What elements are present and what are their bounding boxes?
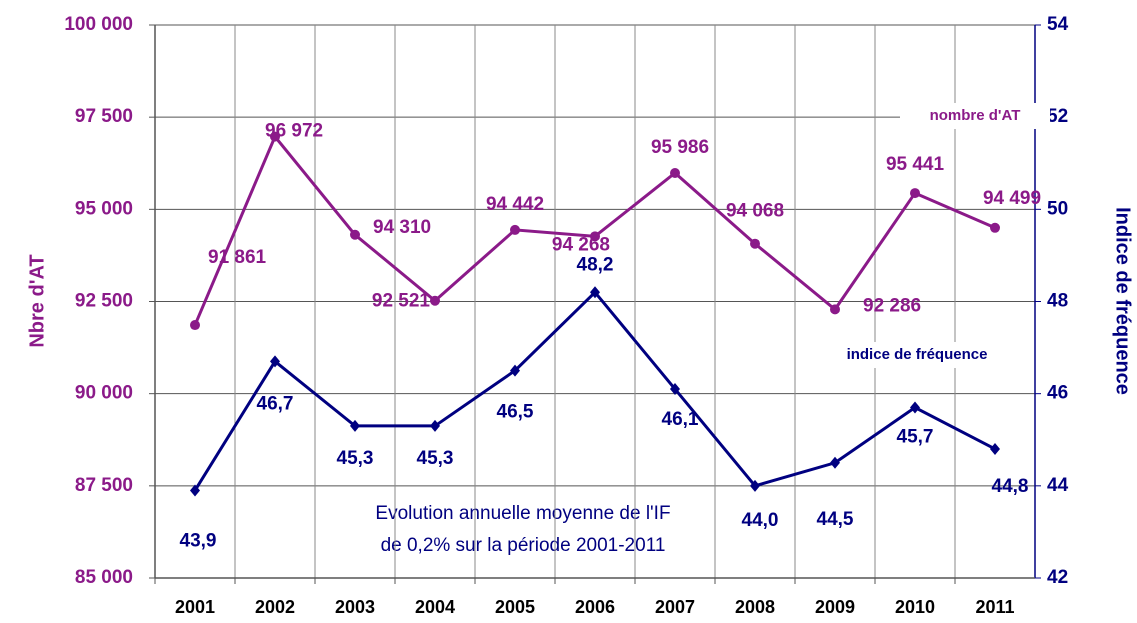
marker — [670, 383, 680, 396]
annotation: de 0,2% sur la période 2001-2011 — [381, 535, 666, 556]
marker — [510, 224, 520, 235]
marker — [990, 442, 1000, 455]
x-tick-label: 2003 — [335, 597, 375, 617]
y2-tick-label: 52 — [1047, 106, 1068, 127]
marker — [830, 304, 840, 315]
marker — [430, 295, 440, 306]
marker — [990, 222, 1000, 233]
data-label: 94 268 — [552, 234, 610, 255]
data-label: 94 310 — [373, 217, 431, 238]
y-axis-label: Nbre d'AT — [26, 254, 48, 347]
marker — [270, 131, 280, 142]
x-tick-label: 2002 — [255, 597, 295, 617]
data-label: 95 986 — [651, 137, 709, 158]
marker — [830, 456, 840, 469]
marker — [190, 484, 200, 497]
marker — [590, 286, 600, 299]
data-label: 96 972 — [265, 121, 323, 142]
series-tag-bg — [809, 342, 1025, 368]
y2-tick-label: 54 — [1047, 14, 1069, 35]
marker — [350, 229, 360, 240]
x-tick-label: 2005 — [495, 597, 535, 617]
x-tick-label: 2010 — [895, 597, 935, 617]
series-tag-bg — [900, 103, 1050, 129]
marker — [750, 238, 760, 249]
y-tick-label: 95 000 — [75, 198, 133, 219]
marker — [350, 419, 360, 432]
marker — [510, 364, 520, 377]
data-label: 46,1 — [662, 409, 699, 430]
data-label: 94 442 — [486, 194, 544, 215]
data-label: 45,3 — [337, 448, 374, 469]
data-label: 43,9 — [180, 530, 217, 551]
y2-tick-label: 50 — [1047, 198, 1068, 219]
data-label: 94 499 — [983, 188, 1041, 209]
marker — [590, 231, 600, 242]
data-label: 92 286 — [863, 295, 921, 316]
data-label: 45,3 — [417, 448, 454, 469]
data-label: 91 861 — [208, 247, 267, 268]
y-tick-label: 97 500 — [75, 106, 133, 127]
y2-tick-label: 48 — [1047, 291, 1068, 312]
data-label: 48,2 — [577, 254, 614, 275]
x-tick-label: 2006 — [575, 597, 615, 617]
x-tick-label: 2007 — [655, 597, 695, 617]
data-label: 44,5 — [817, 509, 854, 530]
y-tick-label: 87 500 — [75, 475, 133, 496]
x-tick-label: 2011 — [975, 597, 1014, 617]
legend-label: indice de fréquence — [847, 346, 988, 363]
data-label: 92 521 — [372, 291, 431, 312]
x-tick-label: 2004 — [415, 597, 455, 617]
data-label: 46,5 — [497, 402, 534, 423]
data-label: 95 441 — [886, 154, 945, 175]
y2-tick-label: 46 — [1047, 383, 1068, 404]
marker — [910, 401, 920, 414]
data-label: 94 068 — [726, 201, 784, 222]
marker — [750, 479, 760, 492]
y-tick-label: 90 000 — [75, 383, 133, 404]
x-tick-label: 2001 — [175, 597, 215, 617]
legend-label: nombre d'AT — [930, 107, 1021, 124]
x-tick-label: 2008 — [735, 597, 775, 617]
y-tick-label: 100 000 — [64, 14, 133, 35]
annotation: Evolution annuelle moyenne de l'IF — [375, 503, 670, 524]
marker — [430, 419, 440, 432]
y2-tick-label: 44 — [1047, 475, 1069, 496]
marker — [670, 167, 680, 178]
y-tick-label: 92 500 — [75, 291, 133, 312]
y-tick-label: 85 000 — [75, 567, 133, 588]
marker — [190, 320, 200, 331]
marker — [910, 188, 920, 199]
y2-axis-label: Indice de fréquence — [1112, 207, 1134, 395]
data-label: 44,8 — [992, 476, 1029, 497]
data-label: 44,0 — [742, 510, 779, 531]
x-tick-label: 2009 — [815, 597, 855, 617]
data-label: 46,7 — [257, 393, 294, 414]
y2-tick-label: 42 — [1047, 567, 1068, 588]
marker — [270, 355, 280, 368]
data-label: 45,7 — [897, 427, 934, 448]
